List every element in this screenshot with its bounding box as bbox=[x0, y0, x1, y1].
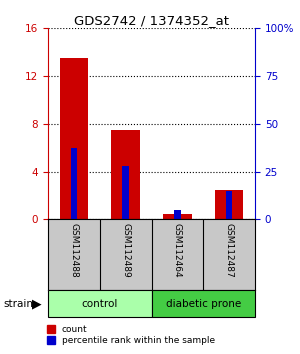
Bar bbox=[215, 190, 243, 219]
Bar bbox=[71, 148, 77, 219]
Text: strain: strain bbox=[3, 298, 33, 309]
FancyBboxPatch shape bbox=[48, 290, 152, 317]
Bar bbox=[60, 58, 88, 219]
Text: GSM112464: GSM112464 bbox=[173, 223, 182, 278]
FancyBboxPatch shape bbox=[152, 290, 255, 317]
Text: GSM112488: GSM112488 bbox=[69, 223, 78, 278]
Bar bbox=[111, 130, 140, 219]
Text: ▶: ▶ bbox=[32, 297, 41, 310]
Bar bbox=[122, 166, 129, 219]
Title: GDS2742 / 1374352_at: GDS2742 / 1374352_at bbox=[74, 14, 229, 27]
Bar bbox=[174, 210, 181, 219]
Text: control: control bbox=[82, 298, 118, 309]
Text: diabetic prone: diabetic prone bbox=[166, 298, 241, 309]
Text: GSM112489: GSM112489 bbox=[121, 223, 130, 278]
Bar bbox=[226, 191, 232, 219]
Text: GSM112487: GSM112487 bbox=[225, 223, 234, 278]
Bar bbox=[163, 213, 192, 219]
Legend: count, percentile rank within the sample: count, percentile rank within the sample bbox=[46, 325, 215, 345]
